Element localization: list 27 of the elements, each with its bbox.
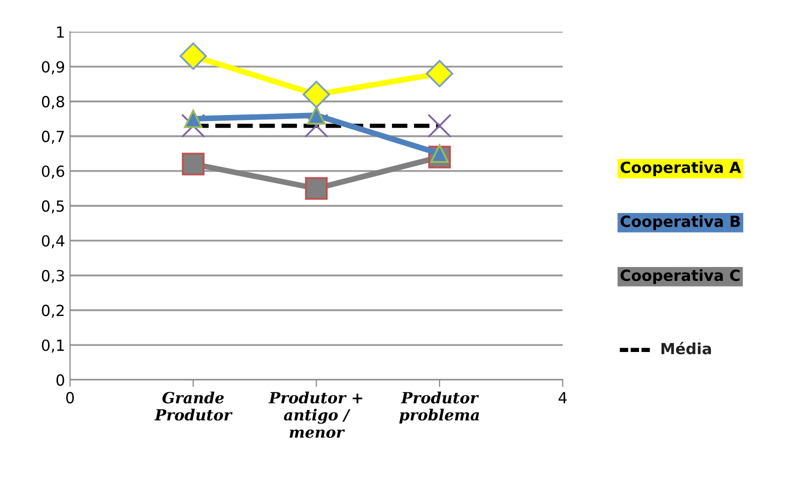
y-tick-label: 1 [57,26,64,38]
y-tick-label: 0,8 [42,96,64,109]
y-tick-label: 0,5 [42,200,64,214]
point [426,60,454,88]
y-tick-label: 0,2 [42,304,64,318]
y-tick-label: 0,7 [42,130,64,144]
point [180,42,207,70]
point [184,110,202,128]
point [182,152,205,176]
x-tick-label: 0 [66,392,74,404]
point [305,177,328,200]
y-tick-label: 0,4 [42,235,64,248]
y-tick-label: 0 [56,374,64,386]
text: Cooperativa B [620,215,740,230]
text: Cooperativa A [620,161,742,176]
y-tick-label: 0,6 [42,165,64,179]
point [302,80,330,108]
x-tick-label: Produtor problema [399,392,480,424]
y-tick-label: 0,1 [42,339,64,353]
point [307,106,326,125]
y-tick-label: 0,9 [42,61,64,74]
x-tick-label: Produtor + antigo / menor [268,392,362,438]
text: Cooperativa C [620,269,740,284]
x-tick-label: 4 [558,392,567,404]
y-tick-label: 0,3 [42,270,64,283]
legend-label: Média [662,342,711,354]
x-tick-label: Grande Produtor [154,392,233,421]
